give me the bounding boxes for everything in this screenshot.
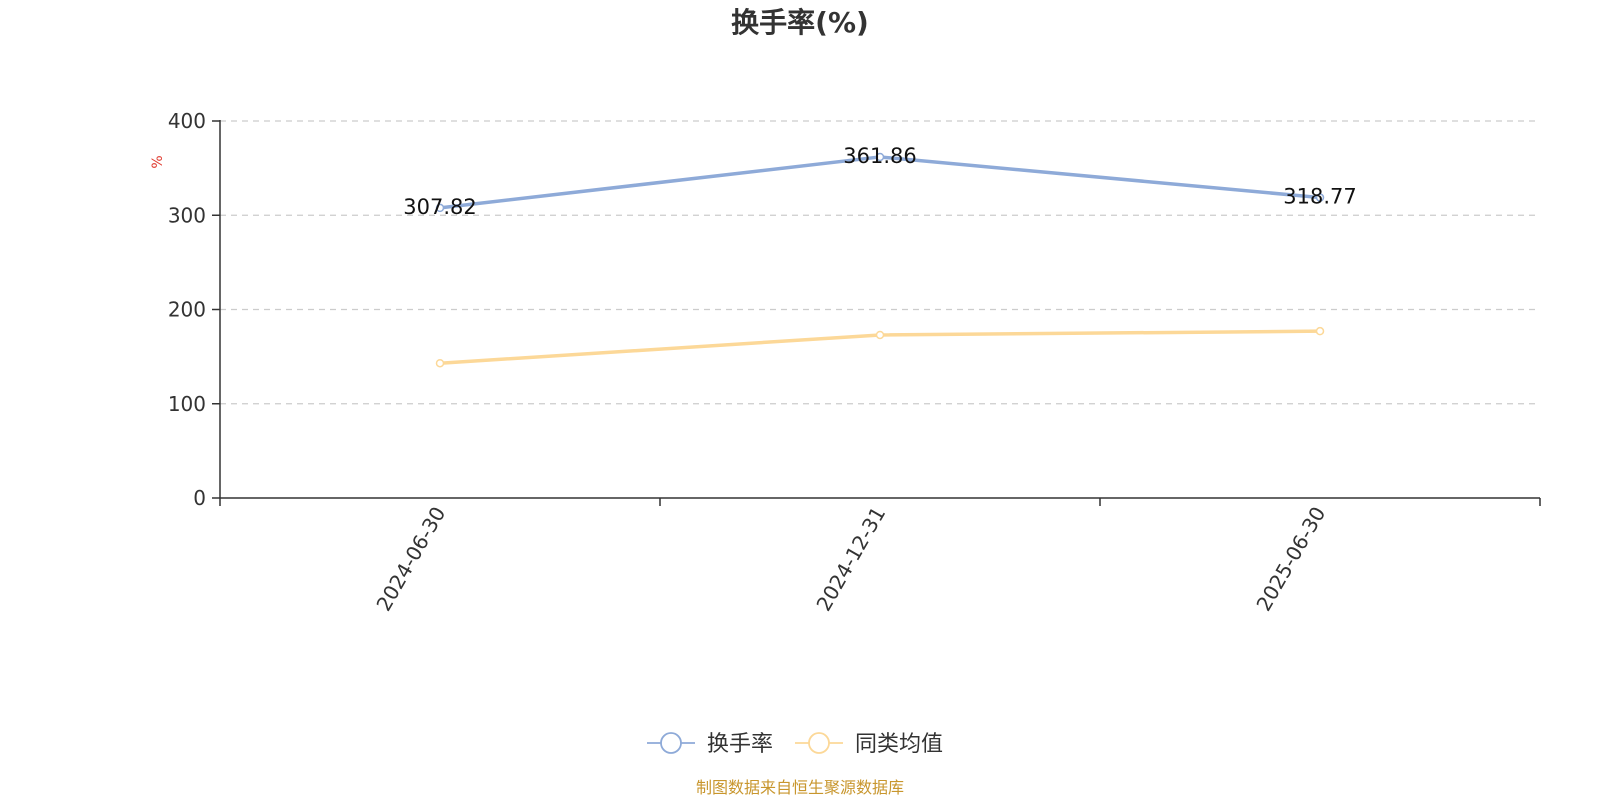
y-tick-label: 300 [168, 203, 206, 227]
grid-lines [220, 120, 1540, 405]
legend-label: 换手率 [707, 732, 773, 757]
x-tick-label: 2024-06-30 [371, 503, 450, 616]
data-point [875, 152, 885, 162]
data-label: 318.77 [1283, 185, 1356, 209]
y-tick-label: 200 [168, 298, 206, 322]
legend[interactable]: 换手率 同类均值 [647, 732, 943, 757]
y-tick-label: 400 [168, 109, 206, 133]
legend-item[interactable]: 换手率 [647, 732, 773, 757]
data-label: 307.82 [403, 195, 476, 219]
series-lines [435, 152, 1325, 368]
legend-circle-icon [808, 732, 830, 754]
y-tick-label: 100 [168, 392, 206, 416]
data-point [435, 203, 445, 213]
data-point [435, 358, 445, 368]
x-tick-label: 2025-06-30 [1251, 503, 1330, 616]
y-axis-unit: % [150, 155, 166, 168]
source-note: 制图数据来自恒生聚源数据库 [696, 778, 904, 797]
x-tick-label: 2024-12-31 [811, 503, 890, 616]
data-point [1315, 326, 1325, 336]
chart-title: 换手率(%) [731, 6, 869, 39]
data-label: 361.86 [843, 144, 916, 168]
legend-item[interactable]: 同类均值 [795, 732, 943, 757]
legend-label: 同类均值 [855, 732, 943, 757]
data-point [875, 330, 885, 340]
data-labels: 307.82 361.86 318.77 [403, 144, 1356, 219]
legend-circle-icon [660, 732, 682, 754]
y-tick-label: 0 [193, 486, 206, 510]
data-point [1315, 193, 1325, 202]
